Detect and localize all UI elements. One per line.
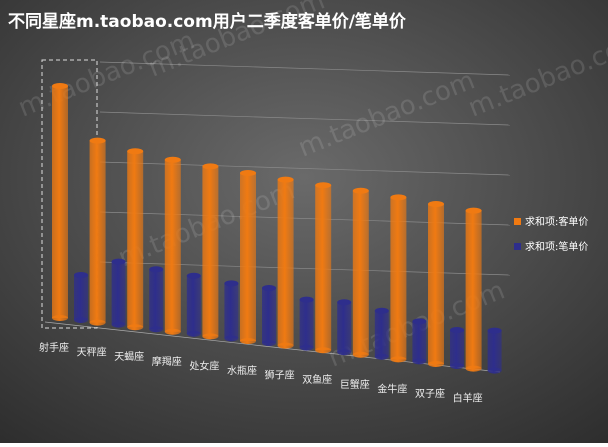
- bar: [450, 330, 464, 366]
- bar-bottom: [374, 353, 389, 360]
- legend-label: 求和项:客单价: [525, 215, 588, 228]
- bar-bottom: [315, 347, 332, 354]
- bar-top: [202, 163, 219, 170]
- x-tick-label: 双鱼座: [302, 373, 332, 386]
- bar-bottom: [240, 338, 256, 344]
- bar-top: [487, 327, 502, 334]
- bar-top: [428, 201, 444, 207]
- bar-top: [111, 258, 126, 265]
- grid-line: [99, 61, 511, 76]
- bar-bottom: [186, 330, 201, 337]
- grid-line: [99, 111, 511, 126]
- floor-line: [44, 321, 501, 373]
- bar-bottom: [390, 356, 407, 363]
- bar: [111, 261, 126, 325]
- bar: [299, 299, 314, 348]
- bar-bottom: [352, 351, 369, 358]
- bar-top: [374, 307, 389, 314]
- bar-top: [465, 207, 482, 214]
- x-tick-label: 摩羯座: [152, 355, 182, 368]
- bar: [127, 151, 144, 328]
- bar: [465, 210, 482, 369]
- bar: [352, 190, 369, 355]
- bar-top: [186, 272, 201, 279]
- bar-top: [149, 266, 164, 273]
- bar: [262, 288, 276, 343]
- bar-bottom: [111, 321, 126, 328]
- bar-top: [315, 182, 332, 189]
- bar: [74, 275, 88, 320]
- bar-top: [450, 327, 464, 333]
- bar-top: [299, 296, 314, 303]
- bar-bottom: [487, 367, 502, 374]
- bar-top: [127, 148, 144, 155]
- bar: [487, 330, 502, 371]
- bar: [240, 173, 256, 341]
- bar-bottom: [428, 361, 444, 367]
- legend-swatch: [514, 218, 521, 225]
- bar: [52, 86, 68, 318]
- bar-bottom: [52, 315, 68, 321]
- bar-bottom: [412, 358, 427, 365]
- bar-bottom: [299, 344, 314, 351]
- bar-bottom: [202, 333, 219, 340]
- bar-top: [224, 280, 239, 287]
- bar: [89, 140, 106, 323]
- x-tick-label: 处女座: [189, 359, 219, 372]
- bar-top: [164, 156, 181, 163]
- x-tick-label: 双子座: [415, 387, 445, 400]
- bar-top: [390, 194, 407, 201]
- bar-top: [337, 299, 352, 306]
- bar-top: [240, 170, 256, 176]
- bar-top: [412, 318, 427, 325]
- bar-bottom: [127, 324, 144, 331]
- bar-bottom: [74, 317, 88, 323]
- x-tick-label: 天秤座: [77, 346, 107, 359]
- x-tick-label: 射手座: [39, 341, 69, 354]
- bar-bottom: [164, 328, 181, 335]
- bar-bottom: [277, 342, 294, 349]
- bar: [337, 302, 352, 353]
- bar: [149, 269, 164, 330]
- bar-bottom: [89, 319, 106, 326]
- bar: [164, 159, 181, 332]
- bar-bottom: [465, 365, 482, 372]
- bar-top: [74, 272, 88, 278]
- bar: [277, 179, 294, 346]
- bar: [428, 204, 444, 364]
- bar-top: [277, 176, 294, 183]
- x-tick-label: 金牛座: [377, 382, 407, 395]
- bar-top: [262, 285, 276, 291]
- bar: [202, 166, 219, 337]
- bar-bottom: [262, 340, 276, 346]
- bar: [186, 275, 201, 334]
- bar: [412, 321, 427, 362]
- x-tick-label: 水瓶座: [227, 364, 257, 377]
- x-tick-label: 狮子座: [265, 369, 295, 382]
- x-tick-label: 天蝎座: [114, 350, 144, 363]
- bar-bottom: [337, 349, 352, 356]
- bar-top: [89, 137, 106, 144]
- x-tick-label: 巨蟹座: [340, 378, 370, 391]
- chart-title: 不同星座m.taobao.com用户二季度客单价/笔单价: [8, 11, 407, 32]
- legend-swatch: [514, 243, 521, 250]
- bar-bottom: [224, 335, 239, 342]
- bar: [224, 283, 239, 339]
- bar-top: [352, 187, 369, 194]
- x-tick-label: 白羊座: [453, 392, 483, 405]
- bar: [374, 310, 389, 357]
- bar-bottom: [450, 363, 464, 369]
- bar-bottom: [149, 326, 164, 333]
- legend-label: 求和项:笔单价: [525, 240, 588, 253]
- bar-top: [52, 83, 68, 89]
- bar: [315, 185, 332, 351]
- bar: [390, 197, 407, 360]
